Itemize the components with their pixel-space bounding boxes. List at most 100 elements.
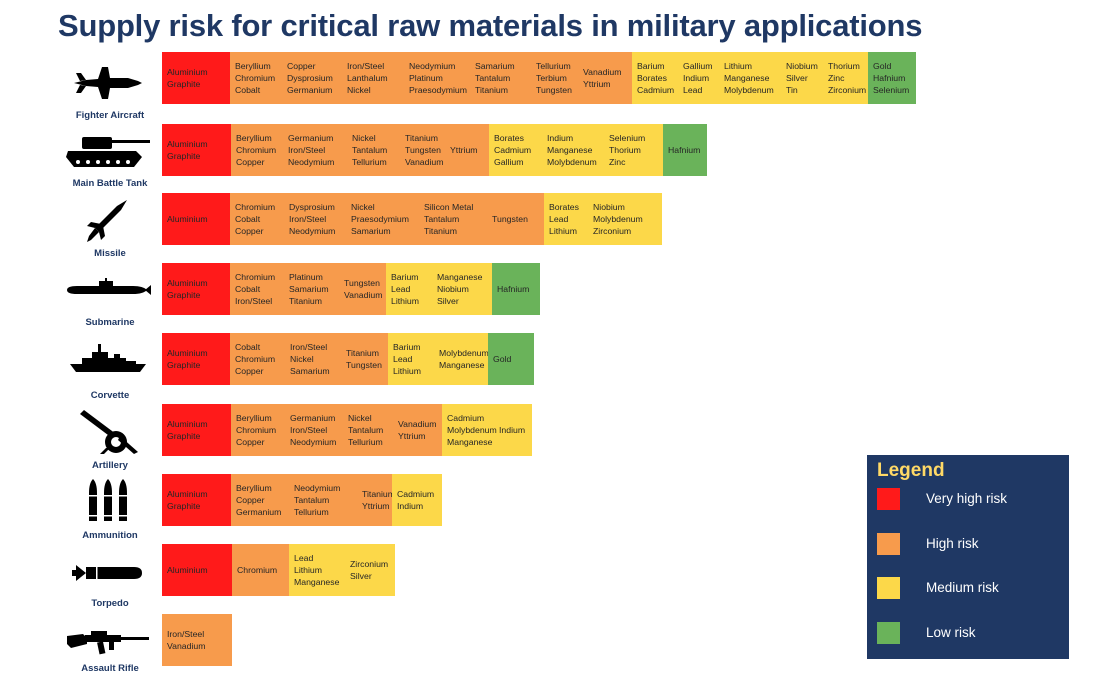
material-label: Neodymium xyxy=(290,437,337,447)
material-column: Beryllium Chromium Copper xyxy=(231,132,283,168)
legend-label-high: High risk xyxy=(926,536,979,551)
material-label: Tellurium xyxy=(536,61,571,71)
material-column: Iron/Steel Nickel Samarium xyxy=(285,341,341,377)
material-label: Tungsten xyxy=(405,145,441,155)
material-column: Platinum Samarium Titanium xyxy=(284,271,339,307)
legend-label-low: Low risk xyxy=(926,625,976,640)
material-column: Titanium Tungsten xyxy=(341,347,388,371)
segment-high-artillery: Beryllium Chromium Copper Germanium Iron/Ste… xyxy=(231,404,442,456)
material-column: Hafnium xyxy=(492,283,540,295)
material-label: Gallium xyxy=(683,61,713,71)
material-label: Copper xyxy=(287,61,316,71)
material-label: Thorium xyxy=(828,61,860,71)
material-label: Gallium xyxy=(494,157,524,167)
material-label: Lithium xyxy=(391,296,420,306)
material-label: Copper xyxy=(236,437,265,447)
material-label: Dysprosium xyxy=(287,73,333,83)
material-label: Lithium xyxy=(549,226,578,236)
application-label-artillery: Artillery xyxy=(92,460,128,471)
material-label: Praesodymium xyxy=(409,85,467,95)
segment-high-submarine: Chromium Cobalt Iron/Steel Platinum Samarium… xyxy=(230,263,386,315)
material-column: Lithium Manganese Molybdenum xyxy=(719,60,781,96)
material-label: Zirconium xyxy=(593,226,632,236)
material-label: Zirconium xyxy=(828,85,867,95)
segment-very-high-artillery: Aluminium Graphite xyxy=(162,404,231,456)
material-label: Chromium xyxy=(235,354,276,364)
material-label: Neodymium xyxy=(409,61,456,71)
segment-high-main-battle-tank: Beryllium Chromium Copper Germanium Iron/Ste… xyxy=(231,124,489,176)
segment-medium-submarine: Barium Lead Lithium Manganese Niobium Silver xyxy=(386,263,492,315)
segment-very-high-ammunition: Aluminium Graphite xyxy=(162,474,231,526)
material-label: Cadmium xyxy=(637,85,675,95)
material-label: Niobium xyxy=(593,202,625,212)
material-label: Tungsten xyxy=(344,278,380,288)
material-label: Platinum xyxy=(289,272,323,282)
material-label: Gold xyxy=(493,354,512,364)
torpedo-icon xyxy=(58,563,158,583)
segment-high-fighter-aircraft: Beryllium Chromium Cobalt Copper Dysprosium G… xyxy=(230,52,632,104)
material-column: Thorium Zinc Zirconium xyxy=(823,60,868,96)
material-label: Chromium xyxy=(236,425,277,435)
material-label: Praesodymium xyxy=(351,214,409,224)
material-column: Barium Lead Lithium xyxy=(386,271,432,307)
legend-label-medium: Medium risk xyxy=(926,580,999,595)
segment-high-corvette: Cobalt Chromium Copper Iron/Steel Nickel Sama… xyxy=(230,333,388,385)
material-label: Vanadium xyxy=(344,290,383,300)
material-label: Niobium xyxy=(786,61,818,71)
material-label: Manganese xyxy=(437,272,483,282)
material-column: Cobalt Chromium Copper xyxy=(230,341,285,377)
material-column: Neodymium Tantalum Tellurium xyxy=(289,482,357,518)
material-label: Germanium xyxy=(290,413,336,423)
material-label: Titanium xyxy=(405,133,438,143)
segment-medium-main-battle-tank: Borates Cadmium Gallium Indium Manganese Moly… xyxy=(489,124,663,176)
material-label: Titanium xyxy=(289,296,322,306)
material-label: Germanium xyxy=(287,85,333,95)
segment-medium-torpedo: Lead Lithium Manganese Zirconium Silver xyxy=(289,544,395,596)
material-label: Lithium xyxy=(294,565,323,575)
material-label: Indium xyxy=(397,501,424,511)
material-label: Copper xyxy=(235,226,264,236)
legend-item-very-high: Very high risk xyxy=(877,488,1062,510)
legend-title: Legend xyxy=(877,460,945,481)
material-column: Chromium Cobalt Iron/Steel xyxy=(230,271,284,307)
material-column: Niobium Silver Tin xyxy=(781,60,823,96)
segment-medium-artillery: Cadmium Molybdenum Manganese Indium xyxy=(442,404,532,456)
material-column: Beryllium Chromium Copper xyxy=(231,412,285,448)
application-label-main-battle-tank: Main Battle Tank xyxy=(72,178,148,189)
artillery-icon xyxy=(58,408,158,456)
material-label: Graphite xyxy=(167,431,201,441)
material-label: Selenium xyxy=(873,85,910,95)
material-column: Aluminium xyxy=(162,213,230,225)
material-label: Vanadium xyxy=(398,419,437,429)
risk-bar-assault-rifle: Iron/Steel Vanadium xyxy=(162,614,232,666)
material-label: Titanium xyxy=(475,85,508,95)
material-label: Graphite xyxy=(167,79,201,89)
material-label: Samarium xyxy=(289,284,329,294)
material-column: Chromium Cobalt Copper xyxy=(230,201,284,237)
risk-bar-artillery: Aluminium Graphite Beryllium Chromium Copper… xyxy=(162,404,532,456)
material-column: Germanium Iron/Steel Neodymium xyxy=(285,412,343,448)
material-label: Barium xyxy=(391,272,419,282)
missile-icon xyxy=(58,198,158,244)
segment-very-high-missile: Aluminium xyxy=(162,193,230,245)
material-label: Copper xyxy=(236,157,265,167)
material-label: Molybdenum xyxy=(724,85,774,95)
application-label-fighter-aircraft: Fighter Aircraft xyxy=(75,110,145,121)
material-label: Zinc xyxy=(828,73,845,83)
legend-item-low: Low risk xyxy=(877,622,1062,644)
material-label: Titanium xyxy=(424,226,457,236)
material-column: Vanadium Yttrium xyxy=(578,66,632,90)
material-label: Yttrium xyxy=(583,79,611,89)
material-label: Tantalum xyxy=(475,73,511,83)
material-label: Tellurium xyxy=(294,507,329,517)
material-column: Barium Lead Lithium xyxy=(388,341,434,377)
corvette-icon xyxy=(58,342,158,376)
material-column: Copper Dysprosium Germanium xyxy=(282,60,342,96)
material-label: Chromium xyxy=(235,272,276,282)
material-label: Tellurium xyxy=(352,157,387,167)
material-column: Lead Lithium Manganese xyxy=(289,552,345,588)
material-label: Nickel xyxy=(347,85,371,95)
material-column: Nickel Tantalum Tellurium xyxy=(347,132,400,168)
material-label: Barium xyxy=(637,61,665,71)
segment-medium-corvette: Barium Lead Lithium Molybdenum Manganese xyxy=(388,333,488,385)
